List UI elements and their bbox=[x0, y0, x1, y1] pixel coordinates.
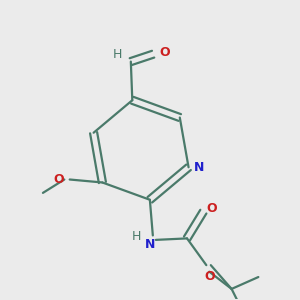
Text: O: O bbox=[54, 173, 64, 186]
Text: N: N bbox=[194, 161, 204, 174]
Text: N: N bbox=[145, 238, 155, 251]
Text: H: H bbox=[113, 48, 122, 61]
Text: H: H bbox=[132, 230, 141, 243]
Text: O: O bbox=[159, 46, 170, 59]
Text: O: O bbox=[204, 270, 214, 283]
Text: O: O bbox=[206, 202, 217, 215]
